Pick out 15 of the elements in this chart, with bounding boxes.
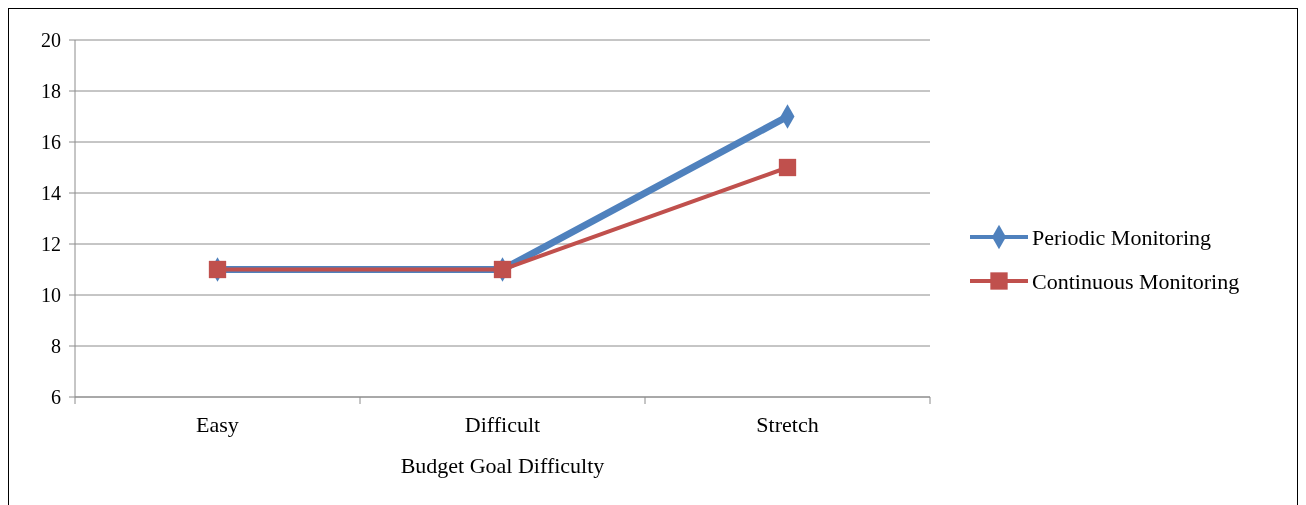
x-tick-label: Difficult (464, 412, 541, 437)
y-tick-label: 16 (41, 131, 61, 153)
y-tick-label: 18 (41, 80, 61, 102)
x-axis-title: Budget Goal Difficulty (400, 453, 605, 478)
point (778, 158, 797, 177)
y-tick-label: 12 (41, 233, 61, 255)
y-tick-label: 10 (41, 284, 61, 306)
y-tick-label: 6 (51, 386, 61, 408)
legend-label: Continuous Monitoring (1032, 268, 1240, 294)
y-tick-label: 20 (41, 29, 61, 51)
y-tick-label: 14 (41, 182, 61, 204)
legend-label: Periodic Monitoring (1032, 224, 1212, 250)
y-tick-label: 8 (51, 335, 61, 357)
x-tick-label: Easy (196, 412, 239, 437)
x-tick-label: Stretch (756, 412, 819, 437)
